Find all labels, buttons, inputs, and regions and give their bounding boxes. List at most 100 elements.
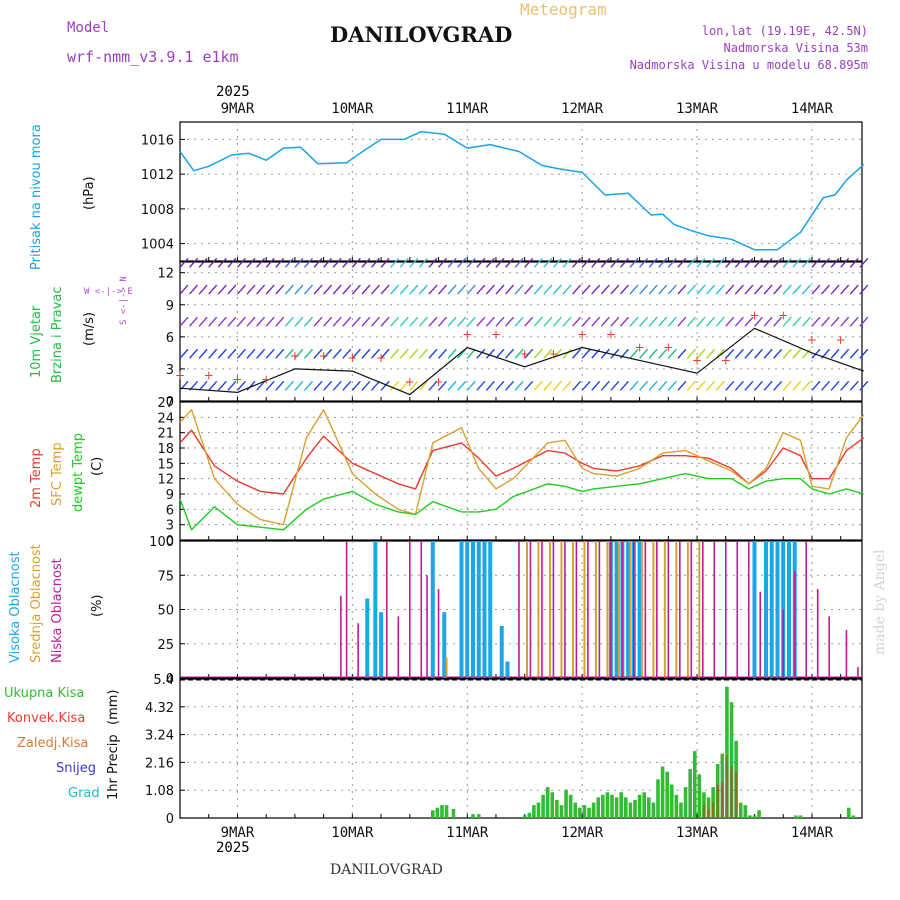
wind-barb xyxy=(485,348,495,359)
gust-marker: + xyxy=(836,333,846,347)
wind-barb xyxy=(744,380,754,391)
mid-cloud-bar xyxy=(640,541,643,678)
wind-barb xyxy=(782,284,792,295)
wind-barb xyxy=(294,348,304,359)
wind-barb xyxy=(323,284,333,295)
wind-barb xyxy=(428,348,438,359)
wind-barb xyxy=(801,348,811,359)
total-precip-bar xyxy=(559,805,564,818)
wind-barb xyxy=(830,284,840,295)
wind-barb xyxy=(619,316,629,327)
wind-barb xyxy=(849,316,859,327)
conv-precip-bar xyxy=(702,805,706,818)
total-precip-bar xyxy=(743,805,748,818)
total-precip-bar xyxy=(532,805,536,818)
wind-barb xyxy=(552,316,562,327)
wind-barb xyxy=(859,284,869,295)
wind-barb xyxy=(189,348,199,359)
wind-barb xyxy=(485,257,495,268)
wind-barb xyxy=(696,380,706,391)
wind-barb xyxy=(600,284,610,295)
wind-barb xyxy=(438,380,448,391)
wind-barb xyxy=(581,257,591,268)
low-cloud-bar xyxy=(564,541,566,678)
total-precip-bar xyxy=(578,807,582,818)
gust-marker: + xyxy=(232,373,242,387)
panel-frame xyxy=(179,678,863,819)
wind-barb xyxy=(658,284,668,295)
wind-barb xyxy=(734,380,744,391)
wind-barb xyxy=(811,257,821,268)
total-precip-bar xyxy=(679,802,683,818)
wind-barb xyxy=(725,316,735,327)
wind-barb xyxy=(859,257,869,268)
wind-barb xyxy=(256,316,266,327)
wind-barb xyxy=(399,257,409,268)
gust-marker: + xyxy=(290,349,300,363)
wind-barb xyxy=(236,284,246,295)
wind-barb xyxy=(313,380,323,391)
wind-barb xyxy=(361,257,371,268)
y-tick-label: 1.08 xyxy=(145,784,174,799)
wind-barb xyxy=(629,284,639,295)
low-cloud-bar xyxy=(518,541,520,678)
wind-barb xyxy=(457,380,467,391)
wind-barb xyxy=(859,316,869,327)
wind-barb xyxy=(236,316,246,327)
wind-barb xyxy=(476,316,486,327)
total-precip-bar xyxy=(660,766,665,818)
wind-barb xyxy=(696,316,706,327)
bottom-day-label: 12MAR xyxy=(561,825,604,841)
wind-barb xyxy=(514,284,524,295)
wind-barb xyxy=(275,380,285,391)
wind-barb xyxy=(313,284,323,295)
wind-barb xyxy=(323,316,333,327)
wind-barb xyxy=(686,257,696,268)
wind-barb xyxy=(284,257,294,268)
wind-barb xyxy=(562,316,572,327)
total-precip-bar xyxy=(568,794,573,818)
wind-barb xyxy=(227,284,237,295)
wind-barb xyxy=(648,316,658,327)
high-cloud-bar xyxy=(786,541,791,678)
wind-barb xyxy=(418,316,428,327)
wind-barb xyxy=(466,380,476,391)
wind-barb xyxy=(505,348,515,359)
gust-marker: + xyxy=(577,328,587,342)
wind-barb xyxy=(227,257,237,268)
wind-barb xyxy=(801,257,811,268)
wind-barb xyxy=(792,316,802,327)
wind-barb xyxy=(476,257,486,268)
conv-precip-bar xyxy=(707,810,710,818)
low-cloud-bar xyxy=(816,588,819,678)
high-cloud-bar xyxy=(769,541,774,678)
wind-barb xyxy=(342,284,352,295)
wind-barb xyxy=(476,348,486,359)
gust-marker: + xyxy=(606,328,616,342)
wind-barb xyxy=(524,284,534,295)
total-precip-bar xyxy=(582,805,587,818)
wind-barb xyxy=(275,316,285,327)
wind-barb xyxy=(715,284,725,295)
mid-cloud-bar xyxy=(617,541,620,678)
wind-barb xyxy=(313,316,323,327)
y-tick-label: 12 xyxy=(157,473,174,488)
high-cloud-bar xyxy=(763,541,768,678)
total-precip-bar xyxy=(444,805,449,818)
wind-barb xyxy=(715,380,725,391)
mid-cloud-bar xyxy=(537,541,540,678)
wind-barb xyxy=(686,380,696,391)
wind-barb xyxy=(380,257,390,268)
wind-barb xyxy=(562,380,572,391)
total-precip-bar xyxy=(527,812,532,818)
legend-convective: Konvek.Kisa xyxy=(7,711,86,726)
total-precip-bar xyxy=(646,797,651,818)
wind-barb xyxy=(409,316,419,327)
low-cloud-bar xyxy=(724,541,727,678)
low-cloud-bar xyxy=(397,616,400,678)
bottom-day-label: 14MAR xyxy=(791,825,834,841)
wind-barb xyxy=(773,380,783,391)
total-precip-bar xyxy=(555,799,559,818)
mid-cloud-bar xyxy=(652,541,655,678)
